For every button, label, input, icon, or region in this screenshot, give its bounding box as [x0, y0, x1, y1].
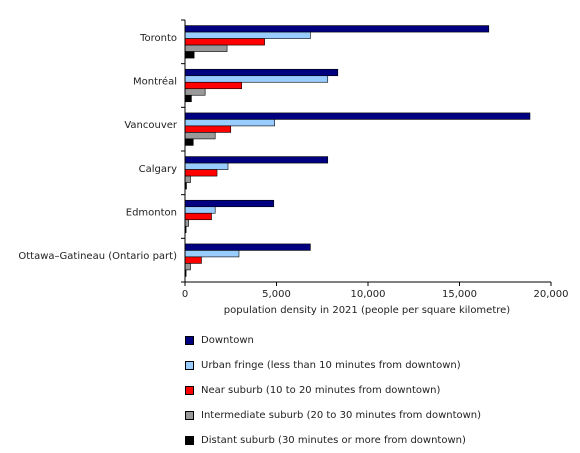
- legend-label: Downtown: [201, 335, 254, 346]
- legend-label: Urban fringe (less than 10 minutes from …: [201, 360, 461, 371]
- bar-1-4: [184, 94, 192, 103]
- category-label: Montréal: [133, 76, 177, 88]
- x-tick-label: 15,000: [442, 289, 477, 300]
- bar-0-3: [184, 44, 228, 52]
- bar-4-0: [184, 199, 275, 208]
- legend-item: Downtown: [185, 328, 481, 353]
- bar-1-0: [184, 68, 339, 77]
- bar-0-0: [184, 25, 490, 33]
- bar-1-2: [184, 81, 243, 90]
- bar-5-2: [184, 256, 202, 264]
- legend-label: Intermediate suburb (20 to 30 minutes fr…: [201, 410, 482, 421]
- bar-2-3: [184, 132, 216, 140]
- category-label: Edmonton: [126, 208, 177, 219]
- x-tick-label: 20,000: [534, 289, 569, 300]
- bar-3-1: [184, 162, 229, 170]
- bar-3-0: [184, 156, 329, 164]
- legend-label: Distant suburb (30 minutes or more from …: [201, 435, 466, 446]
- bar-0-4: [184, 51, 195, 59]
- legend: Downtown Urban fringe (less than 10 minut…: [185, 328, 481, 453]
- bar-0-2: [184, 38, 265, 46]
- plot-area: Toronto Montréal Vancouver Calgary Edmonton O…: [18, 19, 569, 300]
- bar-1-3: [184, 88, 206, 96]
- bar-0-1: [184, 31, 311, 39]
- bar-2-0: [184, 112, 531, 120]
- x-tick-label: 0: [182, 289, 188, 300]
- x-tick-label: 5,000: [262, 289, 291, 300]
- legend-swatch: [185, 361, 194, 370]
- legend-item: Distant suburb (30 minutes or more from …: [185, 428, 481, 453]
- category-label: Calgary: [139, 164, 177, 175]
- x-axis-title: population density in 2021 (people per s…: [224, 305, 510, 316]
- legend-swatch: [185, 436, 194, 445]
- bar-3-3: [184, 175, 191, 183]
- bar-2-4: [184, 138, 194, 146]
- x-tick-label: 10,000: [351, 289, 386, 300]
- bar-2-1: [184, 119, 275, 127]
- category-label: Vancouver: [124, 120, 178, 131]
- bar-4-1: [184, 206, 216, 214]
- legend-label: Near suburb (10 to 20 minutes from downt…: [201, 385, 441, 396]
- population-density-chart: Toronto Montréal Vancouver Calgary Edmonton O…: [18, 19, 569, 316]
- bar-5-3: [184, 263, 191, 271]
- category-label: Ottawa–Gatineau (Ontario part): [18, 251, 177, 262]
- legend-swatch: [185, 411, 194, 420]
- legend-swatch: [185, 386, 194, 395]
- legend-item: Intermediate suburb (20 to 30 minutes fr…: [185, 403, 481, 428]
- legend-item: Near suburb (10 to 20 minutes from downt…: [185, 378, 481, 403]
- bar-5-0: [184, 243, 311, 251]
- bar-2-2: [184, 125, 232, 133]
- bar-4-3: [184, 219, 189, 227]
- legend-item: Urban fringe (less than 10 minutes from …: [185, 353, 481, 378]
- category-label: Toronto: [139, 33, 177, 44]
- legend-swatch: [185, 336, 194, 345]
- bar-1-1: [184, 75, 329, 83]
- bar-3-2: [184, 169, 218, 177]
- bar-4-2: [184, 212, 212, 221]
- bar-5-1: [184, 250, 240, 258]
